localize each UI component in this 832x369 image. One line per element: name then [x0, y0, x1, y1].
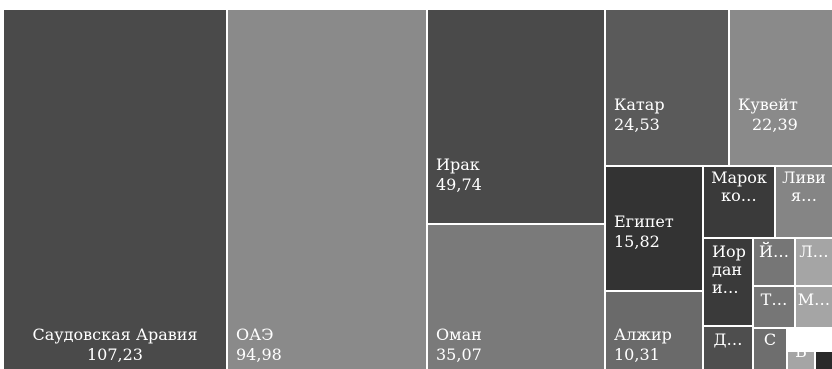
treemap-rect — [788, 352, 814, 369]
treemap-rect — [228, 10, 426, 369]
treemap-rect — [730, 10, 832, 165]
treemap-rect — [796, 287, 832, 327]
treemap-cell-с: С — [754, 329, 786, 369]
treemap-value: 22,39 — [752, 115, 798, 134]
treemap-cell-ливия: Ливия… — [776, 167, 832, 237]
treemap-label: Б — [795, 342, 807, 361]
treemap-rect — [428, 225, 604, 369]
treemap-value: 107,23 — [87, 345, 143, 364]
treemap-label: дан — [712, 260, 742, 279]
treemap-cell-л: Л… — [796, 239, 832, 285]
treemap-label: Египет — [614, 212, 674, 231]
treemap-label: Кувейт — [738, 95, 798, 114]
treemap-cell-иордания: Иордани… — [704, 239, 752, 325]
treemap-label: М… — [798, 290, 830, 309]
treemap-rect — [704, 167, 774, 237]
treemap-cell-йемен: Й… — [754, 239, 794, 285]
treemap-rect — [606, 167, 702, 290]
treemap-value: 15,82 — [614, 232, 660, 251]
treemap-rect — [754, 329, 786, 369]
treemap-rect — [754, 287, 794, 327]
treemap-cell-т: Т… — [754, 287, 794, 327]
treemap-label: Марок — [711, 168, 767, 187]
treemap-label: Алжир — [614, 325, 672, 344]
treemap-label: Иор — [712, 242, 746, 261]
treemap-value: 24,53 — [614, 115, 660, 134]
treemap-value: 49,74 — [436, 175, 482, 194]
treemap-rect — [776, 167, 832, 237]
treemap-rect — [704, 327, 752, 369]
treemap-label: С — [824, 337, 832, 356]
treemap-label: ОАЭ — [236, 325, 273, 344]
treemap-cell-б: Б — [788, 342, 814, 369]
treemap-label: Т… — [761, 290, 788, 309]
treemap-label: С — [764, 330, 776, 349]
treemap-rect — [428, 10, 604, 223]
treemap-label: я… — [791, 186, 817, 205]
treemap-label: Д… — [713, 330, 742, 349]
treemap-cell-о: С — [816, 337, 832, 369]
treemap-cell-марокко: Марокко… — [704, 167, 774, 237]
treemap-rect — [754, 239, 794, 285]
treemap-label: Оман — [436, 325, 482, 344]
treemap-cell-д: Д… — [704, 327, 752, 369]
treemap-cell-м: М… — [796, 287, 832, 327]
treemap-rect — [606, 10, 728, 165]
treemap-label: ко… — [721, 186, 757, 205]
treemap-label: Катар — [614, 95, 665, 114]
treemap-label: Ливи — [782, 168, 826, 187]
treemap-label: Саудовская Аравия — [32, 325, 197, 344]
treemap-label: Ирак — [436, 155, 480, 174]
treemap-rect — [816, 352, 832, 369]
treemap-label: и… — [712, 278, 739, 297]
treemap-rect — [4, 10, 226, 369]
treemap-value: 10,31 — [614, 345, 660, 364]
treemap-rect — [796, 239, 832, 285]
treemap-label: Л… — [799, 242, 828, 261]
treemap-value: 94,98 — [236, 345, 282, 364]
treemap-value: 35,07 — [436, 345, 482, 364]
treemap-rect — [704, 239, 752, 325]
treemap-rect — [606, 292, 702, 369]
treemap-label: Й… — [759, 241, 789, 261]
